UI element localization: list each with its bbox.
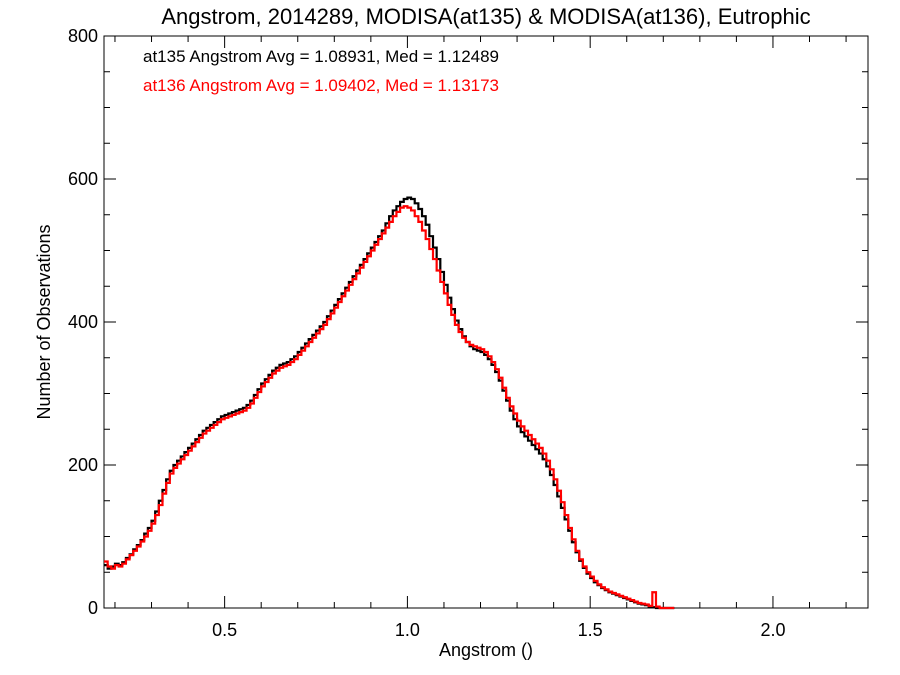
series-at135-step-line: [104, 196, 675, 610]
y-axis: 0 200 400 600 800: [68, 26, 868, 618]
series-at136-step-line: [104, 205, 675, 610]
y-axis-label: Number of Observations: [34, 224, 54, 419]
x-tick-label: 0.5: [212, 620, 237, 640]
y-tick-label: 0: [88, 598, 98, 618]
legend-entry-at135: at135 Angstrom Avg = 1.08931, Med = 1.12…: [143, 47, 499, 66]
series-group: [104, 196, 675, 610]
plot-frame: [103, 35, 869, 609]
x-axis-label: Angstrom (): [439, 640, 533, 660]
y-tick-label: 800: [68, 26, 98, 46]
x-tick-label: 1.5: [578, 620, 603, 640]
x-tick-label: 1.0: [395, 620, 420, 640]
y-tick-label: 200: [68, 455, 98, 475]
x-tick-label: 2.0: [760, 620, 785, 640]
chart-title: Angstrom, 2014289, MODISA(at135) & MODIS…: [161, 4, 810, 29]
y-tick-label: 600: [68, 169, 98, 189]
x-axis: 0.5 1.0 1.5 2.0: [114, 36, 847, 640]
y-tick-label: 400: [68, 312, 98, 332]
legend-entry-at136: at136 Angstrom Avg = 1.09402, Med = 1.13…: [143, 76, 499, 95]
